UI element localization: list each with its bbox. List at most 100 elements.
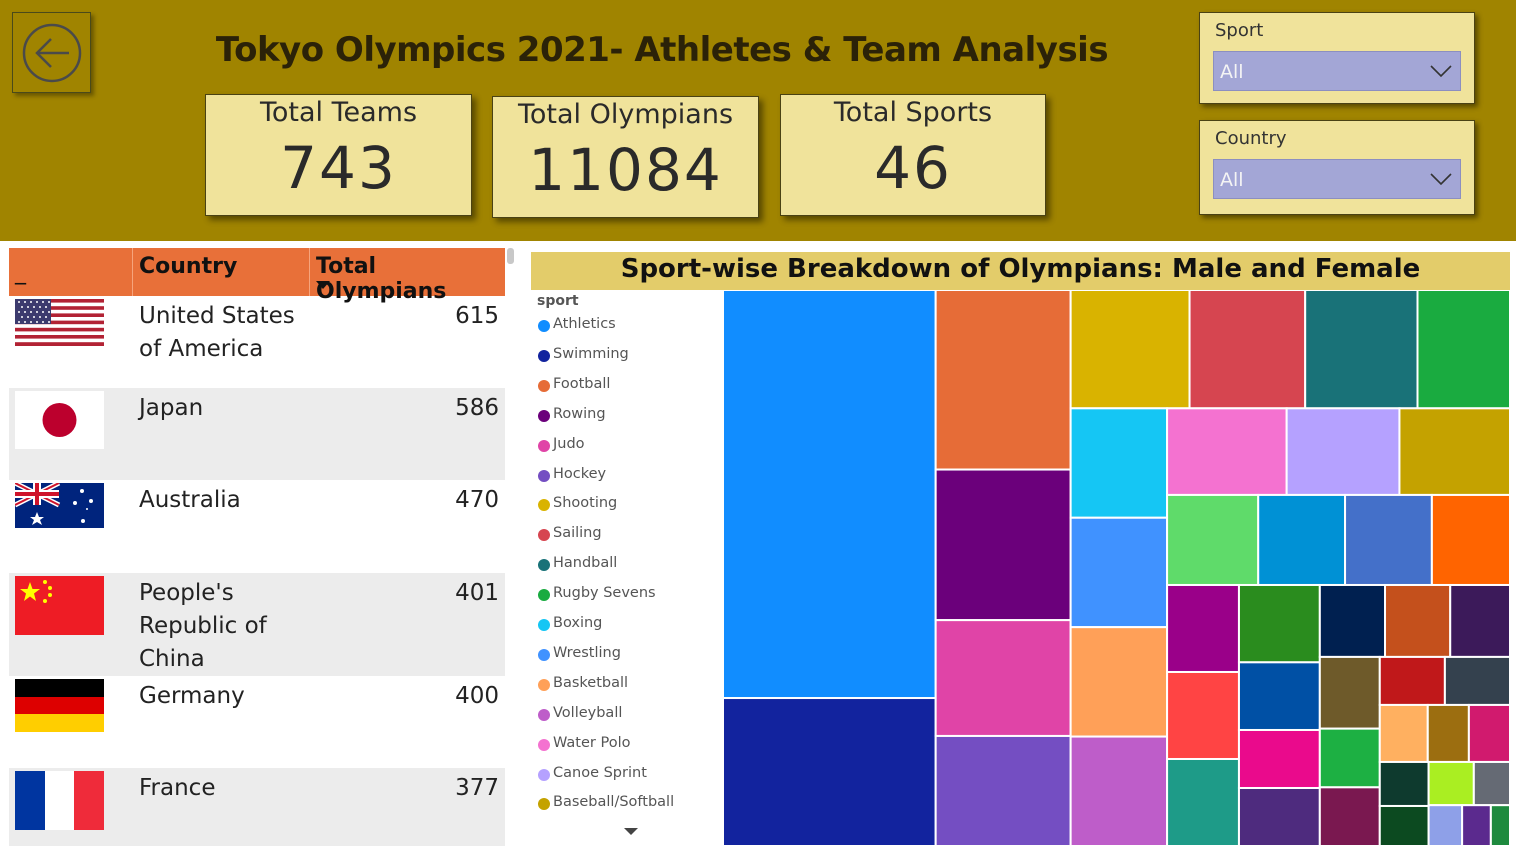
- country-name: Japan: [139, 395, 204, 421]
- treemap-tile-boxing[interactable]: [1069, 407, 1169, 519]
- table-row[interactable]: Australia 470: [9, 480, 505, 573]
- sport-breakdown-chart: Sport-wise Breakdown of Olympians: Male …: [531, 252, 1510, 846]
- table-row[interactable]: People's Republic of China 401: [9, 573, 505, 676]
- sport-slicer-label: Sport: [1215, 20, 1264, 41]
- treemap-tile-rowing[interactable]: [934, 468, 1072, 622]
- treemap-tile-other-sport-20[interactable]: [1378, 703, 1429, 763]
- total-olympians-value: 615: [455, 303, 499, 329]
- legend-dot-icon: [538, 409, 550, 422]
- treemap-tile-rugby-sevens[interactable]: [1416, 290, 1511, 410]
- column-divider: [132, 248, 133, 296]
- total-olympians-value: 377: [455, 775, 499, 801]
- back-button[interactable]: [12, 12, 91, 93]
- sport-dropdown[interactable]: All: [1213, 51, 1461, 91]
- treemap-tile-hockey[interactable]: [934, 734, 1072, 846]
- legend-scroll-down-icon[interactable]: [624, 828, 638, 836]
- treemap-tile-other-sport-29[interactable]: [1489, 804, 1510, 846]
- table-row[interactable]: Japan 586: [9, 388, 505, 480]
- treemap-tile-other-sport-9[interactable]: [1237, 661, 1321, 731]
- treemap-tile-other-sport-3[interactable]: [1344, 493, 1433, 586]
- legend-dot-icon: [538, 589, 550, 602]
- treemap-tile-other-sport-26[interactable]: [1472, 760, 1510, 807]
- treemap-tile-other-sport-8[interactable]: [1237, 583, 1321, 664]
- legend-label: Football: [553, 375, 611, 392]
- treemap-tile-football[interactable]: [934, 290, 1072, 471]
- legend-dot-icon: [538, 439, 550, 452]
- kpi-card-total-teams: Total Teams 743: [205, 94, 472, 216]
- column-header-total-olympians[interactable]: Total Olympians: [316, 254, 447, 304]
- treemap-tile-other-sport-2[interactable]: [1257, 493, 1347, 586]
- legend-label: Wrestling: [553, 644, 621, 661]
- column-divider: [309, 248, 310, 296]
- legend-dot-icon: [538, 678, 550, 691]
- sort-descending-icon[interactable]: [316, 281, 330, 290]
- treemap-tile-other-sport-1[interactable]: [1166, 493, 1260, 586]
- treemap-tile-other-sport-5[interactable]: [1166, 583, 1240, 673]
- legend-label: Rugby Sevens: [553, 585, 656, 602]
- treemap-tile-other-sport-4[interactable]: [1430, 493, 1510, 586]
- treemap-tile-other-sport-23[interactable]: [1378, 760, 1430, 807]
- table-row[interactable]: Germany 400: [9, 676, 505, 768]
- legend-dot-icon: [538, 648, 550, 661]
- treemap-tile-swimming[interactable]: [723, 697, 937, 846]
- treemap-tile-other-sport-22[interactable]: [1467, 703, 1510, 763]
- legend-dot-icon: [538, 469, 550, 482]
- treemap-tile-other-sport-24[interactable]: [1378, 804, 1430, 846]
- treemap-tile-other-sport-15[interactable]: [1318, 655, 1381, 730]
- total-olympians-value: 400: [455, 683, 499, 709]
- treemap-tile-other-sport-16[interactable]: [1318, 727, 1381, 789]
- country-dropdown[interactable]: All: [1213, 159, 1461, 199]
- japan-flag-icon: [15, 391, 104, 449]
- treemap-tile-other-sport-14[interactable]: [1449, 583, 1510, 658]
- usa-flag-icon: [15, 299, 104, 346]
- sport-dropdown-value: All: [1220, 61, 1244, 83]
- france-flag-icon: [15, 771, 104, 830]
- treemap-tile-wrestling[interactable]: [1069, 516, 1169, 629]
- legend-dot-icon: [538, 529, 550, 542]
- treemap-tile-shooting[interactable]: [1069, 290, 1191, 410]
- treemap-tile-other-sport-25[interactable]: [1427, 760, 1475, 807]
- treemap-tile-other-sport-28[interactable]: [1461, 804, 1492, 846]
- treemap-tile-other-sport-10[interactable]: [1237, 728, 1321, 789]
- treemap-tile-volleyball[interactable]: [1069, 735, 1169, 846]
- legend-dot-icon: [538, 798, 550, 811]
- country-name: Australia: [139, 487, 241, 513]
- kpi-label: Total Sports: [833, 97, 993, 128]
- legend-label: Canoe Sprint: [553, 764, 647, 781]
- treemap-tile-other-sport-17[interactable]: [1318, 786, 1381, 846]
- country-dropdown-value: All: [1220, 169, 1244, 191]
- chart-legend: sport Athletics Swimming Football Rowing Jud…: [531, 290, 721, 846]
- table-header: _ Country Total Olympians: [9, 248, 505, 304]
- legend-label: Boxing: [553, 615, 603, 631]
- treemap-tile-other-sport-11[interactable]: [1237, 787, 1321, 846]
- treemap-tile-water-polo[interactable]: [1166, 407, 1288, 496]
- treemap-tile-sailing[interactable]: [1188, 290, 1307, 410]
- treemap-tile-other-sport-13[interactable]: [1384, 583, 1452, 658]
- kpi-label: Total Teams: [259, 97, 418, 128]
- treemap-tile-athletics[interactable]: [723, 290, 937, 700]
- legend-label: Basketball: [553, 674, 629, 691]
- table-row[interactable]: France 377: [9, 768, 505, 846]
- column-header-country[interactable]: Country: [139, 254, 238, 279]
- legend-label: Water Polo: [553, 734, 631, 751]
- treemap-tile-baseball-softball[interactable]: [1398, 407, 1510, 496]
- legend-dot-icon: [538, 738, 550, 751]
- treemap-tile-canoe-sprint[interactable]: [1285, 407, 1401, 496]
- kpi-card-total-sports: Total Sports 46: [780, 94, 1046, 216]
- country-table: _ Country Total Olympians: [9, 248, 505, 846]
- treemap-tile-other-sport-21[interactable]: [1426, 703, 1470, 763]
- table-scrollbar[interactable]: [507, 248, 514, 264]
- table-row[interactable]: United States of America 615: [9, 296, 505, 388]
- sport-treemap: [723, 290, 1510, 846]
- treemap-tile-other-sport-12[interactable]: [1318, 583, 1387, 658]
- column-header-flag[interactable]: _: [15, 260, 26, 285]
- treemap-tile-other-sport-27[interactable]: [1427, 804, 1464, 846]
- treemap-tile-other-sport-18[interactable]: [1378, 655, 1446, 706]
- treemap-tile-other-sport-7[interactable]: [1166, 758, 1240, 846]
- treemap-tile-judo[interactable]: [934, 619, 1072, 737]
- treemap-tile-other-sport-6[interactable]: [1166, 670, 1240, 760]
- treemap-tile-other-sport-19[interactable]: [1443, 655, 1510, 706]
- legend-title: sport: [537, 293, 579, 309]
- treemap-tile-basketball[interactable]: [1069, 626, 1169, 738]
- treemap-tile-handball[interactable]: [1304, 290, 1419, 410]
